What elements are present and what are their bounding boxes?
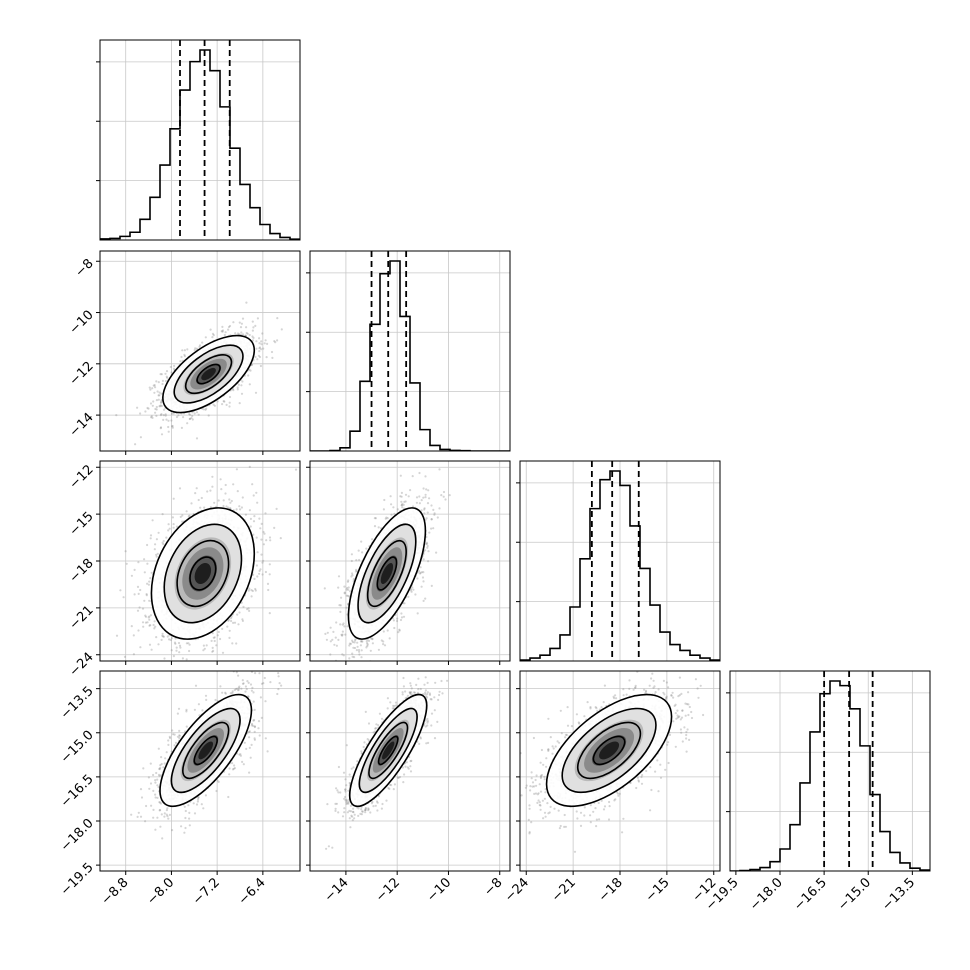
- y-tick-label: −14: [67, 410, 97, 440]
- contour-line: [150, 507, 256, 640]
- y-tick-label: −8: [72, 256, 96, 280]
- y-tick-label: −18.0: [58, 816, 97, 855]
- contour-line: [189, 556, 217, 591]
- histogram-step-line: [520, 470, 720, 661]
- y-tick-label: −24: [67, 650, 97, 680]
- y-tick-label: −21: [67, 603, 97, 633]
- density-shade: [198, 741, 214, 760]
- x-tick-label: −8.8: [99, 875, 132, 908]
- contour-line: [377, 735, 399, 766]
- pair-panel-1-3: [96, 460, 301, 665]
- density-shade: [382, 741, 395, 760]
- y-tick-label: −15.0: [58, 728, 97, 767]
- y-tick-label: −13.5: [58, 684, 97, 723]
- density-shade: [599, 741, 620, 760]
- contour-line: [358, 707, 418, 794]
- contour-line: [162, 334, 256, 414]
- x-tick-label: −18.0: [747, 875, 786, 914]
- x-tick-label: −24: [502, 875, 532, 905]
- histogram-step-line: [730, 680, 930, 871]
- x-tick-label: −7.2: [190, 875, 223, 908]
- density-shade: [201, 367, 216, 381]
- contour-line: [592, 735, 626, 766]
- histogram-panel-2: [306, 250, 511, 452]
- y-tick-label: −19.5: [58, 860, 97, 899]
- panel-frame: [309, 250, 511, 452]
- panel-frame: [519, 460, 721, 662]
- pair-panel-2-4: [306, 670, 511, 875]
- x-tick-label: −13.5: [879, 875, 918, 914]
- y-tick-label: −18: [67, 556, 97, 586]
- x-tick-label: −15: [643, 875, 673, 905]
- contour-line: [561, 707, 657, 794]
- contour-line: [159, 693, 253, 808]
- density-shade: [380, 563, 394, 585]
- contour-line: [376, 556, 398, 591]
- panel-frame: [99, 670, 301, 872]
- x-tick-label: −21: [549, 875, 579, 905]
- contour-line: [577, 721, 642, 780]
- y-tick-label: −15: [67, 509, 97, 539]
- x-tick-label: −14: [322, 875, 352, 905]
- pair-panel-1-4: [96, 670, 301, 875]
- histogram-step-line: [310, 260, 510, 451]
- y-tick-label: −12: [67, 462, 97, 492]
- y-tick-label: −16.5: [58, 772, 97, 811]
- x-tick-label: −6.4: [236, 875, 269, 908]
- contour-line: [348, 693, 428, 808]
- y-tick-label: −12: [67, 359, 97, 389]
- x-tick-label: −15.0: [835, 875, 874, 914]
- x-tick-label: −10: [424, 875, 454, 905]
- x-tick-label: −18: [596, 875, 626, 905]
- panel-frame: [99, 250, 301, 452]
- contour-line: [368, 721, 409, 780]
- contour-line: [366, 539, 407, 608]
- histogram-panel-1: [96, 39, 301, 241]
- y-tick-label: −10: [67, 308, 97, 338]
- contour-line: [176, 539, 230, 608]
- histogram-step-line: [100, 49, 300, 240]
- contour-line: [357, 523, 417, 624]
- density-shade: [194, 563, 212, 585]
- x-tick-label: −16.5: [791, 875, 830, 914]
- panel-frame: [309, 670, 511, 872]
- pair-panel-2-3: [306, 460, 511, 665]
- x-tick-label: −12: [373, 875, 403, 905]
- contour-line: [163, 523, 243, 624]
- panel-frame: [729, 670, 931, 872]
- contour-line: [545, 693, 673, 808]
- histogram-panel-4: [726, 670, 931, 872]
- contour-line: [170, 707, 241, 794]
- contour-line: [184, 354, 233, 395]
- contour-line: [196, 363, 221, 385]
- pair-panel-1-2: [96, 250, 301, 455]
- contour-line: [173, 344, 244, 404]
- contour-line: [347, 507, 427, 640]
- contour-line: [182, 721, 230, 780]
- pair-panel-3-4: [516, 670, 721, 875]
- x-tick-label: −8.0: [144, 875, 177, 908]
- panel-frame: [99, 39, 301, 241]
- histogram-panel-3: [516, 460, 721, 662]
- contour-line: [193, 735, 218, 766]
